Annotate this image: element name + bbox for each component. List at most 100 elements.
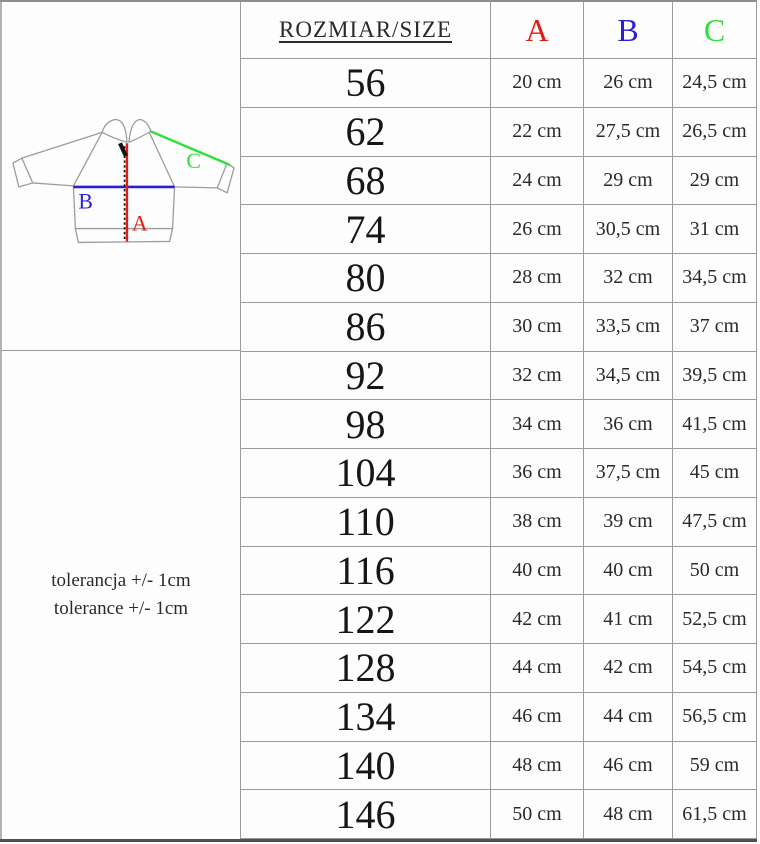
right-cuff-outline	[216, 162, 235, 194]
diagram-label-c: C	[186, 149, 201, 173]
size-cell: 122	[240, 595, 490, 644]
size-cell: 68	[240, 156, 490, 206]
measurement-a-cell: 50 cm	[490, 790, 583, 839]
size-table: ROZMIAR/SIZE A B C 56 20 cm 26 cm 24,5 c…	[240, 2, 757, 839]
measurement-a-cell: 34 cm	[490, 400, 583, 449]
table-row: 128 44 cm 42 cm 54,5 cm	[240, 644, 756, 693]
table-row: 74 26 cm 30,5 cm 31 cm	[240, 205, 756, 254]
table-row: 80 28 cm 32 cm 34,5 cm	[240, 254, 756, 303]
measurement-a-cell: 44 cm	[490, 644, 583, 693]
column-header-c: C	[672, 2, 756, 59]
measurement-a-cell: 46 cm	[490, 692, 583, 742]
measurement-b-cell: 42 cm	[583, 644, 672, 693]
collar-left-flap	[101, 118, 128, 143]
measurement-b-cell: 37,5 cm	[583, 449, 672, 498]
garment-diagram: A B C	[12, 118, 235, 244]
left-sleeve-underside	[32, 182, 75, 187]
table-row: 110 38 cm 39 cm 47,5 cm	[240, 497, 756, 547]
size-cell: 92	[240, 351, 490, 401]
size-cell: 110	[240, 497, 490, 547]
size-cell: 56	[240, 59, 490, 108]
measurement-b-cell: 29 cm	[583, 156, 672, 206]
size-cell: 116	[240, 546, 490, 596]
size-cell: 62	[240, 107, 490, 157]
measurement-b-cell: 48 cm	[583, 790, 672, 839]
table-row: 68 24 cm 29 cm 29 cm	[240, 156, 756, 206]
measurement-b-cell: 34,5 cm	[583, 351, 672, 401]
tolerance-line-en: tolerance +/- 1cm	[53, 597, 189, 619]
measurement-b-cell: 39 cm	[583, 497, 672, 547]
garment-diagram-cell: A B C	[2, 2, 240, 351]
table-row: 134 46 cm 44 cm 56,5 cm	[240, 692, 756, 742]
measurement-a-cell: 22 cm	[490, 107, 583, 157]
left-sleeve-outline	[21, 131, 103, 159]
measurement-c-cell: 50 cm	[672, 546, 756, 596]
table-row: 122 42 cm 41 cm 52,5 cm	[240, 595, 756, 644]
table-row: 140 48 cm 46 cm 59 cm	[240, 741, 756, 791]
column-header-b: B	[583, 2, 672, 59]
measurement-a-cell: 32 cm	[490, 351, 583, 401]
measurement-c-cell: 29 cm	[672, 156, 756, 206]
measurement-c-cell: 45 cm	[672, 449, 756, 498]
size-cell: 86	[240, 302, 490, 352]
measurement-a-cell: 40 cm	[490, 546, 583, 596]
measurement-b-cell: 30,5 cm	[583, 205, 672, 254]
measurement-c-cell: 41,5 cm	[672, 400, 756, 449]
size-table-body: 56 20 cm 26 cm 24,5 cm 62 22 cm 27,5 cm …	[240, 59, 756, 839]
measurement-b-cell: 33,5 cm	[583, 302, 672, 352]
collar-right-flap	[128, 118, 152, 143]
measurement-c-cell: 59 cm	[672, 741, 756, 791]
left-raglan-seam	[72, 131, 103, 187]
tolerance-line-pl: tolerancja +/- 1cm	[51, 569, 191, 591]
size-cell: 146	[240, 790, 490, 839]
right-raglan-seam	[149, 132, 176, 188]
measurement-a-cell: 24 cm	[490, 156, 583, 206]
measurement-a-cell: 36 cm	[490, 449, 583, 498]
measurement-a-cell: 48 cm	[490, 741, 583, 791]
zipper-pull	[118, 142, 128, 158]
measurement-a-cell: 20 cm	[490, 59, 583, 108]
measurement-c-cell: 52,5 cm	[672, 595, 756, 644]
measurement-c-cell: 34,5 cm	[672, 254, 756, 303]
table-row: 62 22 cm 27,5 cm 26,5 cm	[240, 107, 756, 157]
measurement-c-cell: 54,5 cm	[672, 644, 756, 693]
table-row: 104 36 cm 37,5 cm 45 cm	[240, 449, 756, 498]
measure-line-c	[150, 130, 231, 167]
left-cuff-outline	[12, 157, 34, 188]
size-cell: 140	[240, 741, 490, 791]
measurement-b-cell: 27,5 cm	[583, 107, 672, 157]
size-cell: 134	[240, 692, 490, 742]
column-header-a: A	[490, 2, 583, 59]
size-cell: 104	[240, 449, 490, 498]
size-cell: 128	[240, 644, 490, 693]
size-cell: 80	[240, 254, 490, 303]
measurement-c-cell: 26,5 cm	[672, 107, 756, 157]
measurement-b-cell: 46 cm	[583, 741, 672, 791]
measurement-a-cell: 26 cm	[490, 205, 583, 254]
measurement-c-cell: 39,5 cm	[672, 351, 756, 401]
tolerance-cell: tolerancja +/- 1cm tolerance +/- 1cm	[2, 351, 240, 838]
table-row: 86 30 cm 33,5 cm 37 cm	[240, 302, 756, 352]
size-cell: 98	[240, 400, 490, 449]
table-row: 92 32 cm 34,5 cm 39,5 cm	[240, 351, 756, 401]
measurement-a-cell: 42 cm	[490, 595, 583, 644]
measurement-b-cell: 36 cm	[583, 400, 672, 449]
measurement-a-cell: 38 cm	[490, 497, 583, 547]
size-column-header: ROZMIAR/SIZE	[279, 17, 452, 42]
measurement-b-cell: 32 cm	[583, 254, 672, 303]
diagram-label-b: B	[78, 190, 93, 214]
measurement-c-cell: 56,5 cm	[672, 692, 756, 742]
measurement-b-cell: 40 cm	[583, 546, 672, 596]
measurement-a-cell: 28 cm	[490, 254, 583, 303]
size-cell: 74	[240, 205, 490, 254]
table-row: 116 40 cm 40 cm 50 cm	[240, 546, 756, 596]
measurement-c-cell: 61,5 cm	[672, 790, 756, 839]
measurement-c-cell: 31 cm	[672, 205, 756, 254]
right-sleeve-underside	[173, 186, 218, 189]
table-row: 56 20 cm 26 cm 24,5 cm	[240, 59, 756, 108]
diagram-label-a: A	[132, 212, 148, 236]
measurement-c-cell: 24,5 cm	[672, 59, 756, 108]
left-panel: A B C tolerancja +/- 1cm tolerance +/- 1…	[0, 2, 240, 839]
